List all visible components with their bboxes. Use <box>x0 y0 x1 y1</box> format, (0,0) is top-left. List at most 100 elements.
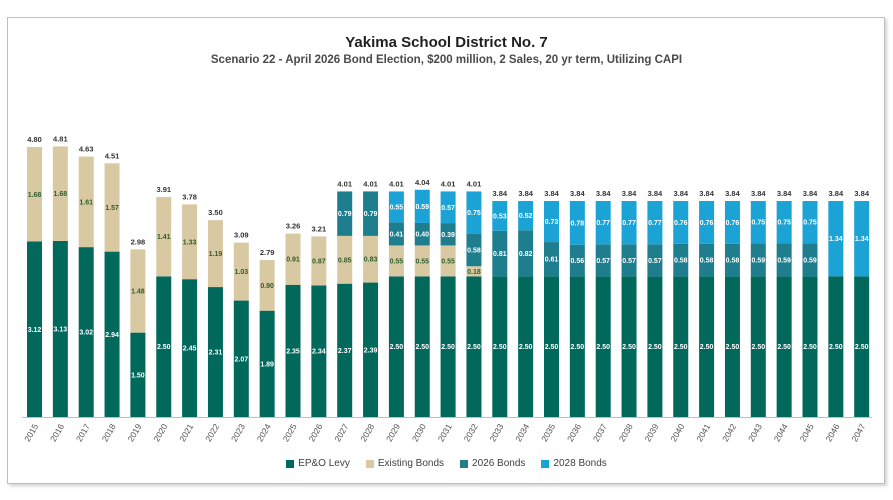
segment-label: 2.50 <box>777 344 791 351</box>
bar-segment <box>621 244 637 277</box>
segment-label: 0.75 <box>467 210 481 217</box>
legend-label: 2028 Bonds <box>553 458 607 469</box>
x-tick-label: 2028 <box>358 422 376 444</box>
segment-label: 1.34 <box>855 236 869 243</box>
total-label: 3.84 <box>673 189 688 198</box>
bar-segment <box>233 300 249 417</box>
bar-segment <box>544 201 559 243</box>
x-tick-label: 2023 <box>229 422 247 444</box>
segment-label: 1.34 <box>829 236 843 243</box>
segment-label: 2.31 <box>209 350 223 357</box>
bar-segment <box>776 201 792 244</box>
segment-label: 2.50 <box>803 344 817 351</box>
bar-segment <box>828 276 844 417</box>
segment-label: 0.59 <box>777 257 791 264</box>
segment-label: 0.40 <box>415 232 429 239</box>
segment-label: 2.50 <box>545 344 559 351</box>
bar-segment <box>854 201 870 277</box>
segment-label: 2.50 <box>493 344 507 351</box>
bar-segment <box>27 241 42 417</box>
total-label: 4.51 <box>105 151 120 160</box>
segment-label: 0.87 <box>312 258 326 265</box>
x-tick-label: 2040 <box>668 422 686 444</box>
bar-segment <box>802 276 818 417</box>
bar-segment <box>595 244 611 277</box>
x-tick-label: 2034 <box>513 422 531 444</box>
bar-segment <box>828 201 844 277</box>
segment-label: 0.55 <box>390 204 404 211</box>
bar-segment <box>233 242 249 301</box>
bar-segment <box>156 276 172 417</box>
legend-swatch <box>541 459 550 468</box>
segment-label: 0.58 <box>700 258 714 265</box>
x-tick-label: 2016 <box>48 422 66 444</box>
bar-segment <box>130 249 146 333</box>
segment-label: 2.50 <box>674 344 688 351</box>
bar-segment <box>802 243 818 277</box>
bar-segment <box>311 285 327 417</box>
segment-label: 0.53 <box>493 213 507 220</box>
bar-segment <box>544 242 559 277</box>
segment-label: 0.41 <box>390 231 404 238</box>
segment-label: 0.78 <box>571 220 585 227</box>
total-label: 4.81 <box>53 134 68 143</box>
total-label: 3.84 <box>492 189 507 198</box>
total-label: 3.91 <box>156 185 171 194</box>
total-label: 3.84 <box>751 189 766 198</box>
bar-segment <box>544 276 559 417</box>
x-tick-label: 2033 <box>487 422 505 444</box>
segment-label: 0.58 <box>674 258 688 265</box>
segment-label: 1.68 <box>28 192 42 199</box>
segment-label: 2.50 <box>855 344 869 351</box>
segment-label: 2.50 <box>467 344 481 351</box>
segment-label: 0.81 <box>493 251 507 258</box>
bar-segment <box>78 156 94 248</box>
bar-segment <box>621 276 637 417</box>
total-label: 4.01 <box>389 179 404 188</box>
bar-segment <box>285 284 301 417</box>
total-label: 3.84 <box>518 189 533 198</box>
bar-segment <box>130 332 146 417</box>
segment-label: 0.82 <box>519 251 533 258</box>
total-label: 3.84 <box>570 189 585 198</box>
total-label: 3.21 <box>312 224 327 233</box>
segment-label: 0.75 <box>803 220 817 227</box>
segment-label: 1.41 <box>157 234 171 241</box>
segment-label: 0.56 <box>571 258 585 265</box>
segment-label: 2.94 <box>105 332 119 339</box>
x-tick-label: 2043 <box>746 422 764 444</box>
bar-segment <box>259 310 275 417</box>
segment-label: 0.77 <box>622 220 636 227</box>
bar-segment <box>492 201 508 231</box>
total-label: 4.80 <box>27 135 42 144</box>
segment-label: 2.50 <box>157 344 171 351</box>
segment-label: 0.85 <box>338 257 352 264</box>
total-label: 2.98 <box>131 237 146 246</box>
x-tick-label: 2026 <box>306 422 324 444</box>
segment-label: 1.50 <box>131 372 145 379</box>
bar-segment <box>802 201 818 244</box>
bar-segment <box>750 201 766 244</box>
total-label: 4.01 <box>467 179 482 188</box>
segment-label: 0.55 <box>390 258 404 265</box>
segment-label: 0.76 <box>700 220 714 227</box>
bar-segment <box>569 276 585 417</box>
segment-label: 1.03 <box>234 269 248 276</box>
bar-segment <box>699 243 715 277</box>
bar-segment <box>259 260 275 311</box>
segment-label: 2.07 <box>234 356 248 363</box>
segment-label: 2.37 <box>338 348 352 355</box>
bar-segment <box>440 245 456 277</box>
bar-segment <box>388 276 404 417</box>
bar-segment <box>285 233 301 285</box>
bar-segment <box>518 201 534 231</box>
segment-label: 2.50 <box>726 344 740 351</box>
segment-label: 2.39 <box>364 347 378 354</box>
bar-segment <box>569 201 585 245</box>
bar-segment <box>337 191 353 236</box>
segment-label: 0.90 <box>260 283 274 290</box>
total-label: 3.84 <box>854 189 869 198</box>
total-label: 3.84 <box>699 189 714 198</box>
total-label: 4.01 <box>363 179 378 188</box>
bar-segment <box>78 247 94 417</box>
